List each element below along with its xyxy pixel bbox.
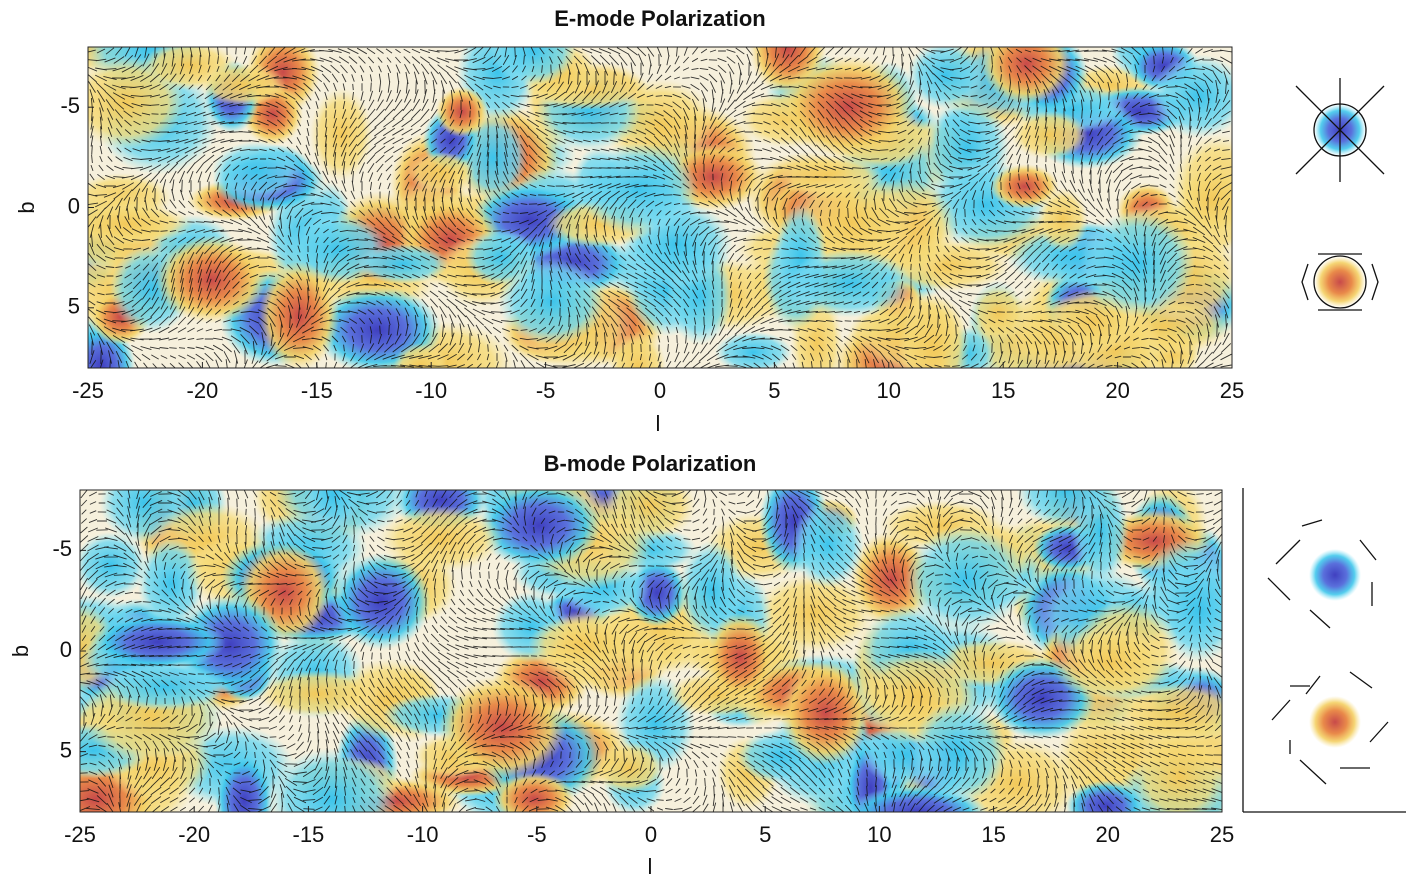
field-blob bbox=[898, 294, 970, 368]
field-blob bbox=[904, 525, 1027, 633]
field-blob bbox=[678, 540, 745, 640]
field-blob bbox=[155, 235, 268, 324]
x-tick-label: -10 bbox=[415, 378, 447, 403]
field-blob bbox=[578, 142, 698, 235]
field bbox=[88, 47, 1232, 368]
polarization-vectors bbox=[88, 47, 1232, 368]
x-tick-label: 10 bbox=[867, 822, 891, 847]
field-blob bbox=[1037, 187, 1089, 252]
field-blob bbox=[779, 55, 917, 158]
y-tick-label: 0 bbox=[68, 193, 80, 218]
field-blob bbox=[1175, 161, 1232, 239]
field-blob bbox=[211, 141, 302, 201]
field-blob bbox=[490, 47, 577, 86]
field bbox=[80, 490, 1222, 812]
chart-title: E-mode Polarization bbox=[554, 6, 765, 31]
y-tick-label: 5 bbox=[60, 737, 72, 762]
field-blob bbox=[1010, 110, 1088, 160]
field-blob bbox=[393, 342, 448, 368]
field-blob bbox=[1131, 728, 1222, 812]
field-blob bbox=[791, 501, 865, 589]
polarization-vectors bbox=[80, 490, 1222, 812]
x-tick-label: -20 bbox=[187, 378, 219, 403]
field-blob bbox=[779, 660, 871, 766]
y-tick-label: -5 bbox=[52, 536, 72, 561]
x-tick-label: -25 bbox=[64, 822, 96, 847]
field-blob bbox=[787, 249, 913, 318]
x-tick-label: 0 bbox=[654, 378, 666, 403]
y-tick-label: 5 bbox=[68, 294, 80, 319]
field-blob bbox=[477, 490, 601, 570]
y-tick-label: -5 bbox=[60, 93, 80, 118]
field-blob bbox=[593, 742, 664, 795]
field-blob bbox=[407, 152, 475, 193]
field-blob bbox=[492, 772, 576, 812]
x-tick-label: 5 bbox=[768, 378, 780, 403]
x-tick-label: 25 bbox=[1220, 378, 1244, 403]
field-blob bbox=[528, 615, 637, 674]
b-mode-icons bbox=[1242, 488, 1406, 813]
field-blob bbox=[331, 553, 431, 650]
field-blob bbox=[89, 613, 226, 671]
x-tick-label: 10 bbox=[877, 378, 901, 403]
x-tick-label: -15 bbox=[293, 822, 325, 847]
y-axis-label: b bbox=[8, 645, 33, 657]
field-blob bbox=[137, 537, 205, 630]
field-blob bbox=[88, 203, 194, 245]
field-blob bbox=[1080, 210, 1196, 317]
y-tick-label: 0 bbox=[60, 637, 72, 662]
field-blob bbox=[990, 164, 1060, 209]
x-axis-label: l bbox=[648, 854, 653, 879]
field-blob bbox=[714, 331, 793, 368]
field-blob bbox=[1150, 54, 1232, 139]
y-axis-label: b bbox=[14, 201, 39, 213]
x-tick-label: -5 bbox=[536, 378, 556, 403]
x-tick-label: 15 bbox=[991, 378, 1015, 403]
field-blob bbox=[910, 701, 1007, 804]
x-tick-label: -10 bbox=[407, 822, 439, 847]
x-tick-label: -25 bbox=[72, 378, 104, 403]
x-tick-label: -20 bbox=[178, 822, 210, 847]
x-axis-label: l bbox=[656, 411, 661, 436]
x-tick-label: 20 bbox=[1096, 822, 1120, 847]
field-blob bbox=[100, 663, 229, 711]
x-tick-label: -5 bbox=[527, 822, 547, 847]
chart-title: B-mode Polarization bbox=[544, 451, 757, 476]
field-blob bbox=[356, 243, 449, 284]
x-tick-label: 15 bbox=[981, 822, 1005, 847]
x-tick-label: 5 bbox=[759, 822, 771, 847]
field-blob bbox=[907, 47, 984, 110]
field-blob bbox=[199, 63, 287, 107]
x-tick-label: 20 bbox=[1105, 378, 1129, 403]
e-mode-icons bbox=[1295, 78, 1385, 311]
x-tick-label: 25 bbox=[1210, 822, 1234, 847]
x-tick-label: 0 bbox=[645, 822, 657, 847]
x-tick-label: -15 bbox=[301, 378, 333, 403]
field-blob bbox=[705, 612, 775, 702]
field-blob bbox=[1065, 780, 1146, 812]
